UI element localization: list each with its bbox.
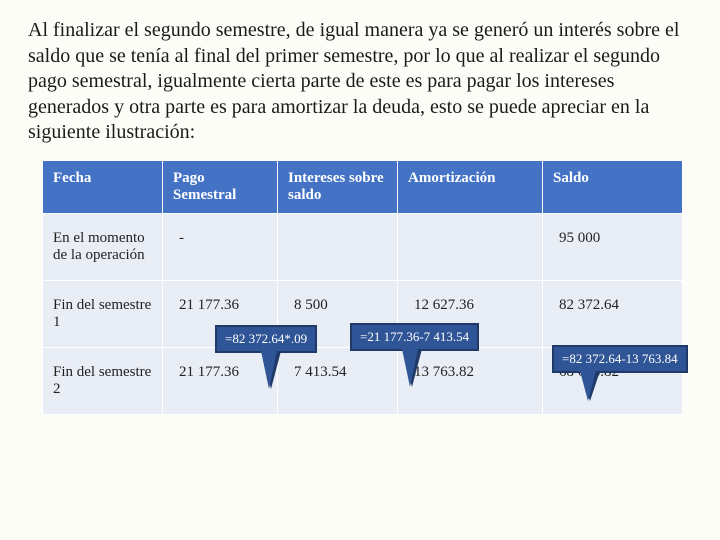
callout-amortization-formula: =21 177.36-7 413.54: [350, 323, 479, 351]
callout-text: =82 372.64-13 763.84: [562, 351, 678, 366]
table-row: En el momento de la operación - 95 000: [43, 213, 683, 280]
cell-fecha: En el momento de la operación: [43, 213, 163, 280]
header-intereses: Intereses sobre saldo: [278, 160, 398, 213]
header-fecha: Fecha: [43, 160, 163, 213]
header-amortizacion: Amortización: [398, 160, 543, 213]
header-pago: Pago Semestral: [163, 160, 278, 213]
cell-saldo: 95 000: [543, 213, 683, 280]
cell-pago: -: [163, 213, 278, 280]
cell-intereses: 7 413.54: [278, 347, 398, 414]
cell-amort: [398, 213, 543, 280]
table-header-row: Fecha Pago Semestral Intereses sobre sal…: [43, 160, 683, 213]
callout-balance-formula: =82 372.64-13 763.84: [552, 345, 688, 373]
callout-text: =21 177.36-7 413.54: [360, 329, 469, 344]
callout-text: =82 372.64*.09: [225, 331, 307, 346]
cell-saldo: 82 372.64: [543, 280, 683, 347]
cell-fecha: Fin del semestre 2: [43, 347, 163, 414]
intro-paragraph: Al finalizar el segundo semestre, de igu…: [28, 18, 692, 146]
cell-intereses: [278, 213, 398, 280]
callout-interest-formula: =82 372.64*.09: [215, 325, 317, 353]
cell-fecha: Fin del semestre 1: [43, 280, 163, 347]
header-saldo: Saldo: [543, 160, 683, 213]
